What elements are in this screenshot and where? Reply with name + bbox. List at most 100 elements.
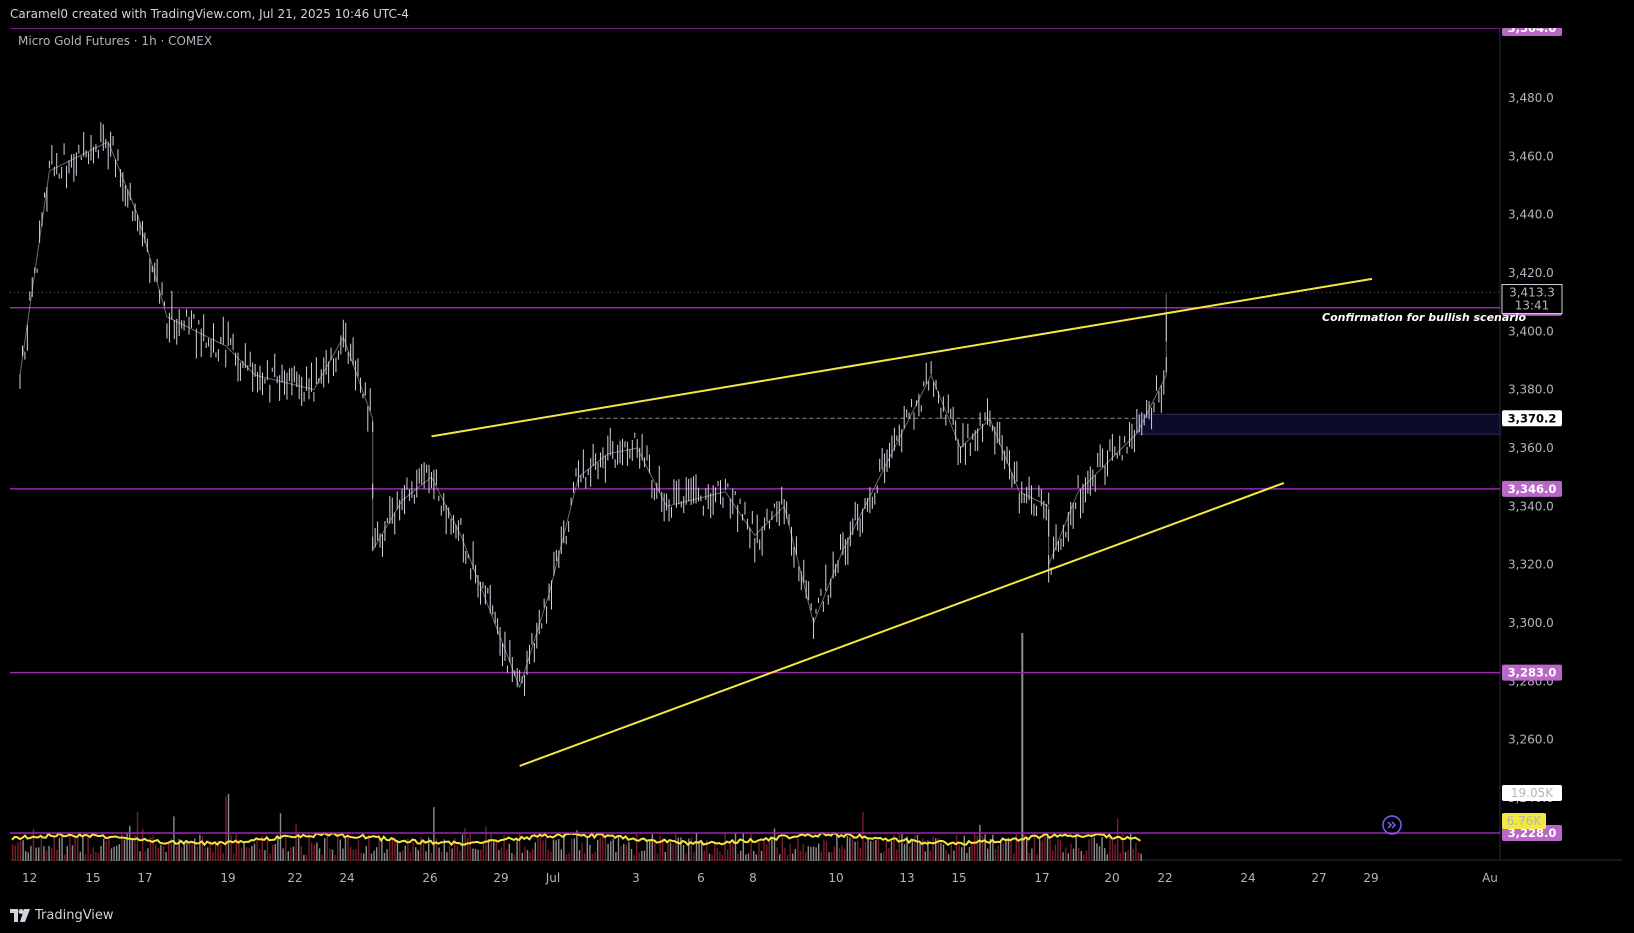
volume-bar [857,840,859,861]
volume-bar [58,838,61,861]
volume-bar [906,836,908,861]
volume-bar [134,835,136,861]
volume-bar [916,834,919,861]
volume-bar [40,835,42,861]
volume-bar [454,837,456,861]
scroll-to-realtime-button[interactable] [1382,815,1402,835]
volume-bar [643,850,646,861]
volume-bar [477,849,479,861]
volume-bar [1054,844,1056,861]
volume-bar [121,833,123,861]
volume-bar [909,846,911,861]
volume-bar [885,841,887,861]
volume-bar [246,847,248,861]
volume-bar [230,834,232,861]
volume-bar [201,835,204,861]
volume-bar [924,851,926,861]
volume-bar [90,853,92,861]
volume-bar [183,841,185,861]
trendline-upper[interactable] [431,277,1373,438]
volume-bar [295,823,297,861]
volume-bar [207,847,209,861]
volume-spike-bar [1021,633,1024,861]
volume-bar [721,854,724,861]
volume-bar [513,854,516,861]
volume-bar [646,839,648,861]
volume-bar [623,843,625,861]
volume-bar [779,854,781,861]
volume-bar [1062,852,1064,861]
volume-bar [641,850,643,861]
volume-bar [604,834,607,861]
volume-bar [649,840,651,861]
volume-bar [238,839,240,861]
volume-bar [651,834,653,861]
volume-bar [763,838,765,861]
volume-bar [165,852,167,861]
volume-bar [599,837,601,861]
volume-bar [560,849,562,861]
volume-bar [901,833,903,861]
tradingview-logo[interactable]: TradingView [10,908,114,923]
volume-bar [984,834,986,861]
volume-bar [305,854,308,861]
volume-bar [581,842,583,861]
volume-bar [955,834,958,861]
volume-bar [269,853,271,861]
volume-bar [38,847,40,861]
symbol-legend: Micro Gold Futures · 1h · COMEX [18,34,212,48]
volume-bar [545,838,547,861]
volume-bar [932,836,934,861]
volume-bar [1096,843,1098,861]
volume-bar [981,835,984,861]
volume-bar [82,835,84,861]
volume-bar [97,853,100,861]
chart-area[interactable]: 3,240.03,260.03,280.03,300.03,320.03,340… [10,28,1622,899]
volume-bar [589,844,591,861]
dashed-level-tag [1502,410,1562,427]
volume-bar [927,840,929,861]
volume-bar [259,849,261,861]
volume-bar [352,849,354,861]
bar-countdown-label: 13:41 [1515,299,1550,313]
volume-bar [708,853,711,861]
volume-bar [789,843,791,861]
volume-bar [152,835,154,861]
volume-bar [378,835,380,861]
volume-bar [1065,847,1067,861]
volume-bar [209,841,211,861]
price-chart[interactable]: 3,240.03,260.03,280.03,300.03,320.03,340… [10,28,1622,899]
volume-bar [303,854,305,861]
volume-bar [1010,838,1012,861]
volume-bar [630,849,633,861]
volume-bar [974,833,976,861]
volume-bar [399,852,401,861]
volume-bar [659,835,661,861]
volume-bar [443,839,445,861]
volume-bar [22,840,24,861]
volume-bar [14,845,16,861]
volume-bar [818,843,820,861]
volume-ma-label: 6.76K [1507,814,1543,828]
volume-bar [77,837,79,861]
volume-bar [383,852,386,861]
volume-bar [136,811,139,861]
volume-bar [870,841,872,861]
y-tick-label: 3,360.0 [1508,441,1554,455]
volume-bar [506,849,508,861]
volume-bar [214,843,217,861]
volume-bar [324,838,326,861]
x-tick-label: 15 [85,871,100,885]
trendline-lower[interactable] [519,482,1285,767]
volume-bar [100,845,102,861]
volume-bar [742,833,744,861]
volume-bars [12,794,1142,861]
volume-bar [594,851,596,861]
volume-bar [316,842,318,861]
volume-bar [690,837,692,861]
volume-bar [196,846,198,861]
volume-bar [565,854,568,861]
volume-bar [888,848,890,861]
volume-bar [329,848,331,861]
volume-bar [243,843,245,861]
